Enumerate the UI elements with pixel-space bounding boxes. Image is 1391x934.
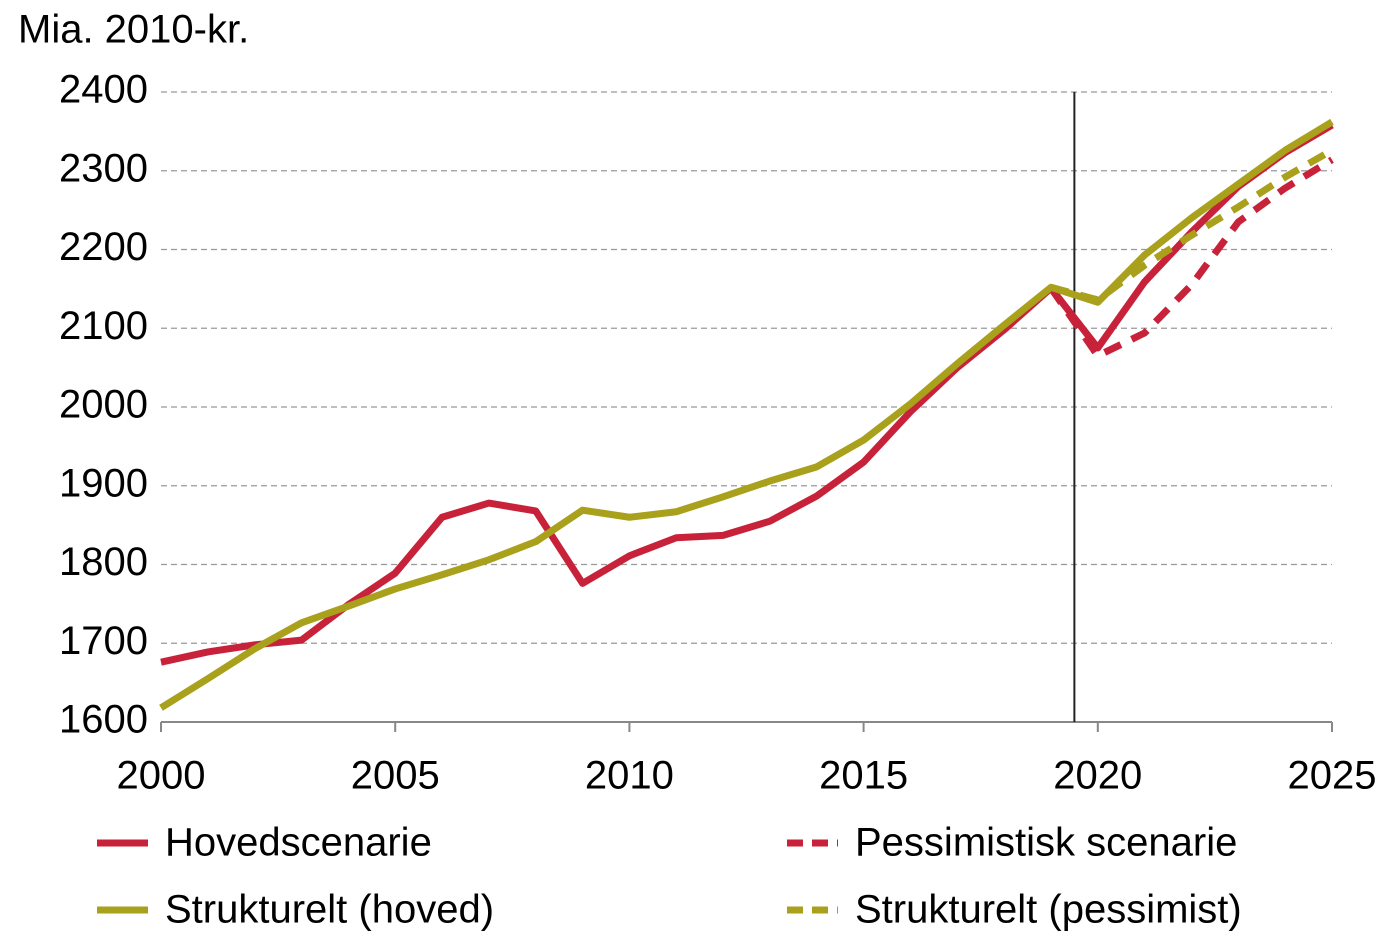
y-tick-label: 1700 — [59, 619, 148, 663]
x-tick-label: 2015 — [819, 754, 908, 798]
y-tick-label: 1900 — [59, 461, 148, 505]
x-tick-label: 2025 — [1288, 754, 1377, 798]
y-axis-label: Mia. 2010-kr. — [18, 8, 249, 52]
x-tick-label: 2000 — [117, 754, 206, 798]
series-line — [1048, 156, 1334, 360]
y-tick-label: 2200 — [59, 225, 148, 269]
x-tick-label: 2005 — [351, 754, 440, 798]
y-tick-label: 2300 — [59, 146, 148, 190]
series-line — [159, 118, 1334, 711]
series-line — [160, 122, 1334, 666]
legend-label: Strukturelt (pessimist) — [855, 888, 1242, 932]
legend-label: Hovedscenarie — [165, 821, 432, 865]
y-tick-label: 1800 — [59, 540, 148, 584]
y-tick-label: 2400 — [59, 68, 148, 112]
series-line — [1050, 147, 1334, 304]
y-tick-label: 1600 — [59, 698, 148, 742]
y-tick-label: 2000 — [59, 383, 148, 427]
x-tick-label: 2010 — [585, 754, 674, 798]
legend-label: Strukturelt (hoved) — [165, 888, 494, 932]
y-tick-label: 2100 — [59, 304, 148, 348]
x-tick-label: 2020 — [1053, 754, 1142, 798]
legend-label: Pessimistisk scenarie — [855, 821, 1237, 865]
